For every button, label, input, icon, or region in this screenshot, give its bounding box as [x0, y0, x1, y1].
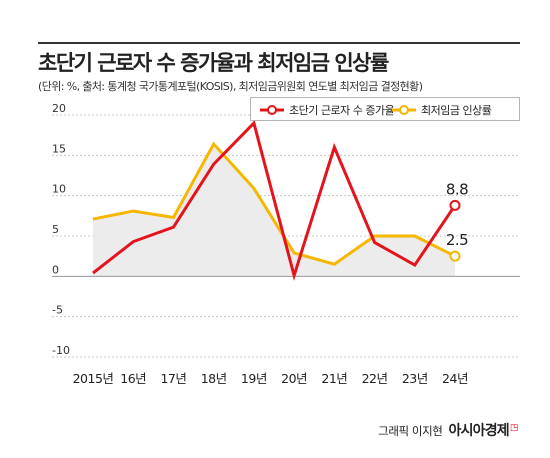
end-value-label: 2.5	[446, 231, 468, 249]
legend-item-yellow: 최저임금 인상률	[391, 102, 492, 118]
x-tick-label: 17년	[160, 371, 186, 386]
x-tick-label: 22년	[362, 371, 388, 386]
y-tick-label: -10	[52, 344, 70, 357]
chart-subtitle: (단위: %, 출처: 통계청 국가통계포털(KOSIS), 최저임금위원회 연…	[38, 80, 423, 93]
brand-logo: 아시아경제	[448, 423, 509, 439]
end-value-label: 8.8	[446, 180, 468, 198]
legend-yellow-marker-icon	[392, 105, 416, 115]
legend: 초단기 근로자 수 증가율 최저임금 인상률	[250, 97, 520, 121]
x-tick-label: 21년	[321, 371, 347, 386]
y-tick-label: 10	[52, 183, 66, 196]
y-tick-label: -5	[52, 304, 63, 317]
series-line-red	[92, 120, 457, 281]
chart-title: 초단기 근로자 수 증가율과 최저임금 인상률	[38, 51, 389, 75]
legend-label-red: 초단기 근로자 수 증가율	[289, 104, 395, 117]
y-tick-label: 0	[52, 263, 59, 276]
legend-red-marker-icon	[260, 105, 284, 115]
x-tick-label: 16년	[120, 371, 146, 386]
credit-text: 그래픽 이지현	[378, 424, 443, 438]
x-tick-label: 23년	[402, 371, 428, 386]
title-rule	[38, 42, 520, 44]
brand-mark-icon: ◳	[509, 423, 519, 433]
x-tick-label: 19년	[241, 371, 267, 386]
end-marker-yellow	[449, 250, 461, 262]
x-tick-label: 18년	[201, 371, 227, 386]
x-tick-label: 2015년	[73, 371, 114, 386]
credit: 그래픽 이지현 아시아경제 ◳	[378, 420, 518, 440]
end-marker-red	[449, 199, 461, 211]
y-tick-label: 5	[52, 223, 59, 236]
x-tick-label: 24년	[442, 371, 468, 386]
legend-label-yellow: 최저임금 인상률	[421, 104, 492, 117]
series-line-yellow	[92, 141, 456, 266]
x-tick-label: 20년	[281, 371, 307, 386]
y-tick-label: 20	[52, 102, 66, 115]
y-tick-label: 15	[52, 142, 66, 155]
legend-item-red: 초단기 근로자 수 증가율	[259, 102, 395, 118]
